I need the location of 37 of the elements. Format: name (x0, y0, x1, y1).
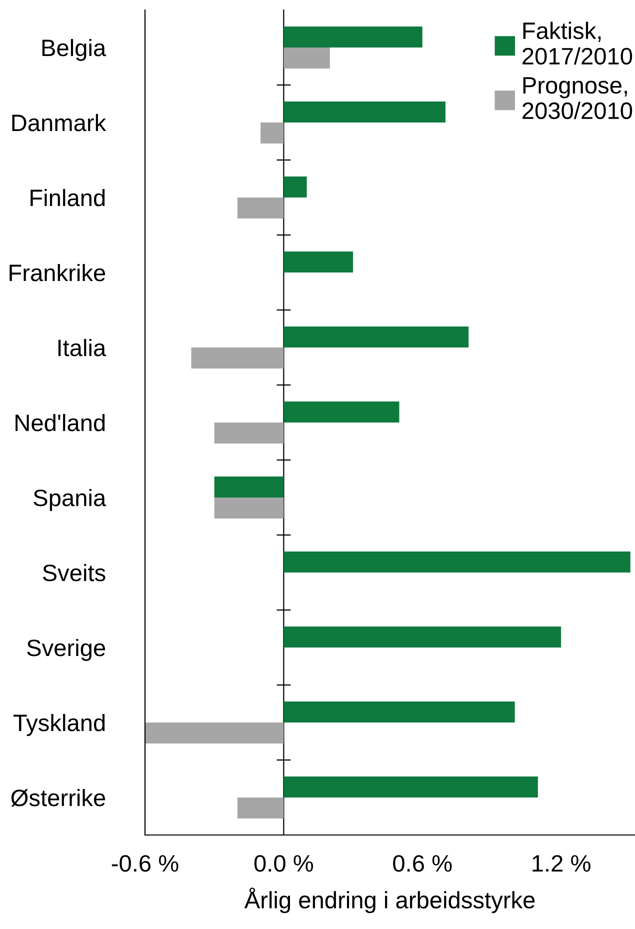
y-tick-label: Sveits (42, 564, 106, 582)
bar (214, 422, 284, 444)
y-tick-label: Finland (30, 188, 105, 206)
bar (284, 626, 562, 648)
bar (237, 198, 284, 218)
y-tick-label: Italia (58, 338, 106, 356)
y-tick-label: Danmark (12, 114, 106, 132)
y-tick-label: Belgia (42, 38, 106, 61)
bar (284, 252, 354, 272)
x-tick-label: -0.6 % (112, 855, 178, 872)
y-tick-label: Spania (34, 488, 106, 511)
bar (284, 102, 446, 122)
bar (214, 476, 284, 498)
x-tick-label: 0.6 % (393, 855, 452, 872)
x-axis-title: Årlig endring i arbeidsstyrke (244, 888, 535, 914)
bar (284, 776, 538, 798)
y-tick-label: Østerrike (11, 788, 106, 807)
y-tick-label: Tyskland (13, 714, 105, 736)
bar (214, 498, 284, 518)
bar (284, 402, 400, 422)
legend-label: Prognose, 2030/2010 (522, 77, 632, 120)
x-tick-label: 0.0 % (254, 855, 314, 872)
bar (284, 552, 630, 572)
legend-label: Faktisk, 2017/2010 (522, 22, 632, 65)
y-tick-label: Frankrike (10, 264, 106, 282)
bar (260, 122, 284, 144)
bar (191, 348, 284, 368)
bar (284, 702, 515, 722)
bar (284, 48, 330, 68)
bar (284, 26, 422, 48)
x-tick-label: 1.2 % (532, 855, 590, 872)
bar (237, 798, 284, 818)
y-tick-label: Sverige (27, 638, 106, 661)
bar (284, 326, 469, 348)
y-tick-label: Ned'land (16, 414, 105, 432)
bar (284, 176, 307, 198)
bar (145, 722, 284, 744)
